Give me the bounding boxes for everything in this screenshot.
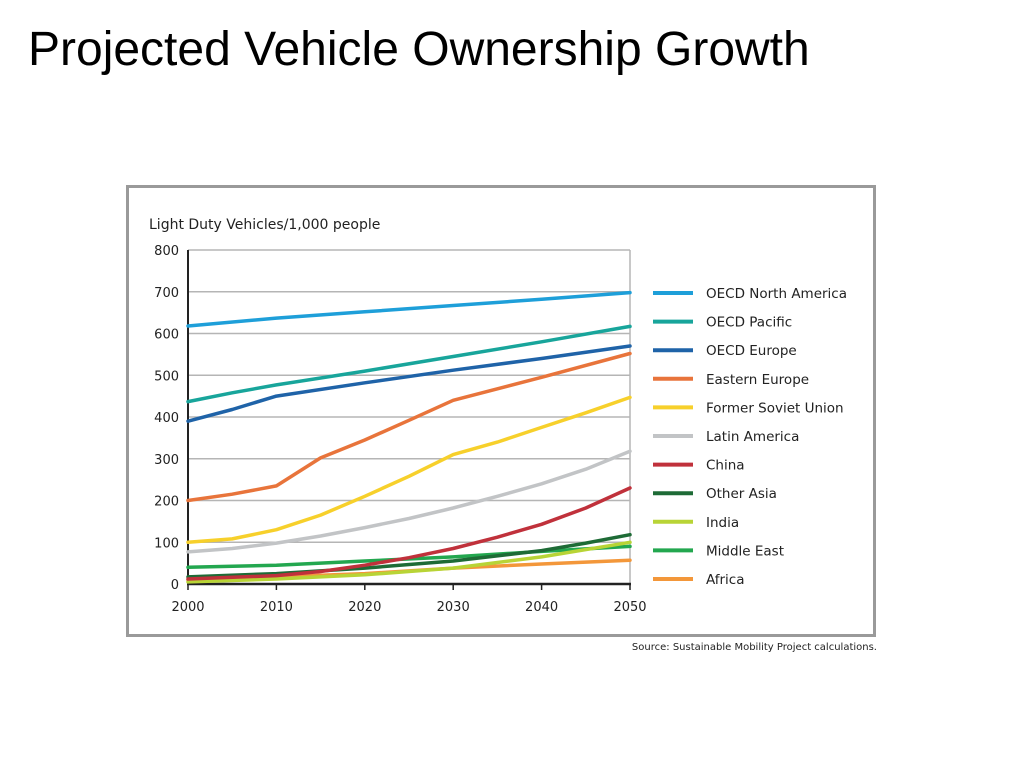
legend-label-india: India	[706, 515, 739, 531]
y-tick-label: 200	[154, 495, 179, 510]
y-tick-label: 600	[154, 328, 179, 343]
series-lines	[186, 290, 632, 584]
y-tick-label: 500	[154, 369, 179, 384]
series-line-china	[186, 486, 632, 581]
source-note: Source: Sustainable Mobility Project cal…	[631, 642, 877, 653]
legend-label-middle-east: Middle East	[706, 543, 784, 559]
x-tick-label: 2010	[260, 600, 293, 615]
x-tick-label: 2000	[171, 600, 204, 615]
series-line-other-asia	[186, 532, 632, 579]
slide-title: Projected Vehicle Ownership Growth	[28, 23, 810, 76]
legend: OECD North America OECD Pacific OECD Europ…	[653, 286, 847, 588]
legend-label-oecd-north-america: OECD North America	[706, 286, 847, 302]
y-tick-label: 800	[154, 244, 179, 259]
axes: 0 100 200 300 400 500 600 700 800 2000 2010 2020 203…	[154, 244, 646, 615]
y-tick-label: 0	[171, 578, 179, 593]
legend-label-other-asia: Other Asia	[706, 486, 777, 502]
series-line-latin-america	[186, 449, 632, 554]
series-line-former-soviet-union	[186, 395, 632, 545]
legend-label-eastern-europe: Eastern Europe	[706, 372, 809, 388]
legend-label-former-soviet-union: Former Soviet Union	[706, 400, 844, 416]
x-tick-label: 2020	[348, 600, 381, 615]
line-chart: Light Duty Vehicles/1,000 people 0 100 200…	[149, 217, 847, 615]
y-tick-label: 700	[154, 286, 179, 301]
x-tick-label: 2040	[525, 600, 558, 615]
legend-label-oecd-europe: OECD Europe	[706, 343, 797, 359]
series-line-oecd-north-america	[186, 290, 632, 328]
series-line-oecd-europe	[186, 344, 632, 423]
legend-label-china: China	[706, 458, 745, 474]
legend-label-africa: Africa	[706, 572, 745, 588]
y-tick-label: 300	[154, 453, 179, 468]
series-line-oecd-pacific	[186, 324, 632, 404]
chart-frame: Light Duty Vehicles/1,000 people 0 100 200…	[126, 185, 876, 637]
series-line-eastern-europe	[186, 351, 632, 503]
x-tick-label: 2030	[437, 600, 470, 615]
series-line-india	[186, 540, 632, 584]
y-tick-label: 100	[154, 536, 179, 551]
y-tick-label: 400	[154, 411, 179, 426]
x-tick-label: 2050	[613, 600, 646, 615]
chart-title: Light Duty Vehicles/1,000 people	[149, 217, 380, 233]
legend-label-oecd-pacific: OECD Pacific	[706, 315, 792, 331]
legend-label-latin-america: Latin America	[706, 429, 799, 445]
